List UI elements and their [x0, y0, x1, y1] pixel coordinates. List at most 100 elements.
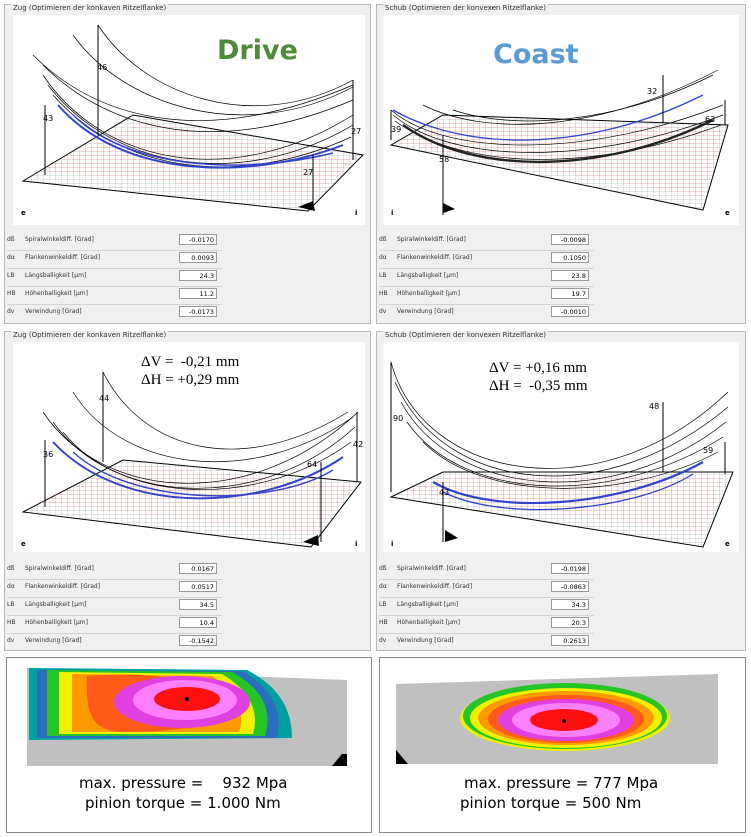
- param-symbol: dß: [7, 565, 15, 572]
- param-label: Spiralwinkeldiff. [Grad]: [397, 565, 466, 572]
- param-value-field[interactable]: -0.0098: [551, 234, 589, 245]
- divider: [379, 286, 594, 287]
- ease-off-plot: Coast 32 39 63 58 i e: [383, 15, 739, 225]
- group-title: Zug (Optimieren der konkaven Ritzelflank…: [11, 331, 169, 339]
- mesh-surface: [389, 69, 729, 215]
- divider: [379, 304, 594, 305]
- divider: [379, 633, 594, 634]
- param-label: Verwindung [Grad]: [25, 308, 82, 315]
- coast-panel-optimized: Schub (Optimieren der konvexen Ritzelfla…: [376, 331, 746, 651]
- param-symbol: HB: [379, 619, 388, 626]
- divider: [7, 304, 222, 305]
- corner-label-left: i: [391, 540, 394, 548]
- value-label: 44: [99, 394, 110, 403]
- divider: [7, 579, 222, 580]
- param-symbol: dα: [379, 583, 387, 590]
- value-label: 43: [439, 488, 450, 497]
- value-label: 64: [307, 460, 318, 469]
- param-value-field[interactable]: 0.0517: [179, 581, 217, 592]
- param-value-field[interactable]: -0.0198: [551, 563, 589, 574]
- coast-label: Coast: [493, 39, 579, 70]
- param-value-field[interactable]: 0.0093: [179, 252, 217, 263]
- delta-h-label: ΔH = -0,35 mm: [489, 378, 588, 394]
- corner-label-right: e: [725, 540, 730, 548]
- param-row: LB Längsballigkeit [µm] 24.3: [7, 269, 217, 285]
- param-row: dv Verwindung [Grad] -0.1542: [7, 634, 217, 650]
- param-value-field[interactable]: -0.0173: [179, 306, 217, 317]
- corner-label-right: e: [725, 209, 730, 217]
- contact-pattern: [396, 674, 718, 764]
- param-symbol: dα: [7, 583, 15, 590]
- param-label: Flankenwinkeldiff. [Grad]: [397, 583, 473, 590]
- param-row: dß Spiralwinkeldiff. [Grad] -0.0170: [7, 233, 217, 249]
- param-symbol: dv: [379, 308, 387, 315]
- corner-label-left: i: [391, 209, 394, 217]
- param-row: LB Längsballigkeit [µm] 34.5: [7, 598, 217, 614]
- group-title: Zug (Optimieren der konkaven Ritzelflank…: [11, 4, 169, 12]
- param-label: Höhenballigkeit [µm]: [25, 619, 88, 626]
- drive-panel-optimized: Zug (Optimieren der konkaven Ritzelflank…: [4, 331, 371, 651]
- param-value-field[interactable]: 24.3: [179, 270, 217, 281]
- corner-label-right: i: [355, 209, 358, 217]
- param-value-field[interactable]: -0.1542: [179, 635, 217, 646]
- divider: [379, 615, 594, 616]
- param-row: HB Höhenballigkeit [µm] 19.7: [379, 287, 589, 303]
- contact-pattern: [27, 668, 347, 766]
- divider: [379, 268, 594, 269]
- param-symbol: dα: [379, 254, 387, 261]
- divider: [7, 250, 222, 251]
- param-value-field[interactable]: 0.1050: [551, 252, 589, 263]
- param-value-field[interactable]: 0.2613: [551, 635, 589, 646]
- param-value-field[interactable]: -0.0170: [179, 234, 217, 245]
- param-value-field[interactable]: 20.3: [551, 617, 589, 628]
- param-symbol: dv: [7, 637, 15, 644]
- param-label: Verwindung [Grad]: [397, 637, 454, 644]
- param-value-field[interactable]: 23.8: [551, 270, 589, 281]
- pinion-torque-label: pinion torque = 500 Nm: [460, 794, 642, 812]
- param-value-field[interactable]: 19.7: [551, 288, 589, 299]
- value-label: 27: [351, 127, 362, 136]
- divider: [7, 597, 222, 598]
- param-symbol: HB: [7, 290, 16, 297]
- coast-contact-panel: max. pressure = 777 Mpa pinion torque = …: [379, 657, 746, 833]
- value-label: 42: [353, 440, 364, 449]
- divider: [7, 615, 222, 616]
- param-label: Flankenwinkeldiff. [Grad]: [397, 254, 473, 261]
- param-symbol: dß: [379, 236, 387, 243]
- value-label: 63: [705, 115, 716, 124]
- drive-label: Drive: [217, 35, 298, 66]
- delta-v-label: ΔV = +0,16 mm: [489, 360, 587, 376]
- param-value-field[interactable]: -0.0863: [551, 581, 589, 592]
- param-row: dß Spiralwinkeldiff. [Grad] -0.0198: [379, 562, 589, 578]
- param-label: Längsballigkeit [µm]: [397, 601, 459, 608]
- param-value-field[interactable]: -0.0010: [551, 306, 589, 317]
- param-row: HB Höhenballigkeit [µm] 11.2: [7, 287, 217, 303]
- param-label: Flankenwinkeldiff. [Grad]: [25, 583, 101, 590]
- pinion-torque-label: pinion torque = 1.000 Nm: [85, 794, 281, 812]
- param-value-field[interactable]: 34.3: [551, 599, 589, 610]
- delta-v-label: ΔV = -0,21 mm: [141, 354, 240, 370]
- param-label: Verwindung [Grad]: [397, 308, 454, 315]
- param-row: LB Längsballigkeit [µm] 23.8: [379, 269, 589, 285]
- param-value-field[interactable]: 10.4: [179, 617, 217, 628]
- value-label: 58: [439, 155, 450, 164]
- param-label: Höhenballigkeit [µm]: [25, 290, 88, 297]
- param-value-field[interactable]: 11.2: [179, 288, 217, 299]
- param-row: dß Spiralwinkeldiff. [Grad] 0.0167: [7, 562, 217, 578]
- mesh-surface: [21, 24, 365, 212]
- mesh-surface: [389, 361, 734, 548]
- param-row: dα Flankenwinkeldiff. [Grad] 0.0517: [7, 580, 217, 596]
- param-label: Höhenballigkeit [µm]: [397, 290, 460, 297]
- ease-off-plot: Drive 46 43 27 27 e i: [13, 15, 365, 225]
- param-row: HB Höhenballigkeit [µm] 10.4: [7, 616, 217, 632]
- value-label: 36: [43, 450, 54, 459]
- param-row: dα Flankenwinkeldiff. [Grad] 0.1050: [379, 251, 589, 267]
- value-label: 90: [393, 414, 404, 423]
- param-symbol: LB: [379, 601, 387, 608]
- param-value-field[interactable]: 0.0167: [179, 563, 217, 574]
- value-label: 48: [649, 402, 660, 411]
- mesh-surface: [21, 371, 362, 548]
- param-row: dα Flankenwinkeldiff. [Grad] 0.0093: [7, 251, 217, 267]
- param-value-field[interactable]: 34.5: [179, 599, 217, 610]
- divider: [379, 579, 594, 580]
